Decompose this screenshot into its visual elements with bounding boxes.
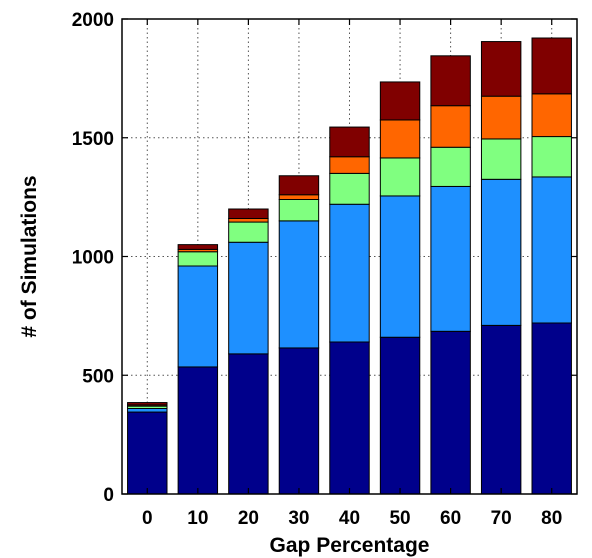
bar-segment [379, 81, 421, 121]
bar-segment [430, 55, 471, 107]
bar-segment [228, 221, 269, 243]
bar-segment [329, 203, 370, 343]
bar-segment [278, 347, 320, 495]
x-tick-label: 0 [142, 508, 153, 529]
bar-segment [430, 185, 471, 332]
bar-segment [278, 199, 320, 222]
bar-segment [430, 146, 471, 187]
x-tick-label: 20 [238, 508, 259, 529]
x-tick-label: 10 [187, 508, 208, 529]
bar-segment [329, 341, 370, 495]
bar-segment [480, 178, 522, 326]
bar-segment [480, 324, 522, 495]
bar-segment [278, 220, 320, 349]
x-tick-label: 60 [440, 508, 461, 529]
bar-segment [278, 194, 320, 200]
bar-segment [228, 353, 269, 495]
bar-segment [177, 251, 219, 267]
bar-segment [531, 136, 572, 178]
y-tick-label: 1000 [72, 248, 114, 269]
bar-segment [430, 330, 471, 495]
bar-segment [127, 411, 168, 495]
bar-segment [228, 241, 269, 355]
bar-segment [127, 402, 168, 406]
bar-segment [228, 218, 269, 223]
bar-segment [127, 408, 168, 413]
bar-segment [177, 265, 219, 368]
bar-segment [379, 119, 421, 159]
x-tick-label: 40 [339, 508, 360, 529]
bar-segment [379, 336, 421, 495]
bars-layer [127, 37, 572, 495]
bar-segment [531, 322, 572, 495]
x-axis-title: Gap Percentage [270, 534, 430, 557]
x-tick-label: 30 [288, 508, 309, 529]
bar-segment [480, 138, 522, 180]
bar-segment [531, 37, 572, 95]
bar-segment [430, 105, 471, 148]
bar-segment [531, 93, 572, 138]
bar-segment [531, 176, 572, 324]
y-tick-label: 0 [103, 485, 114, 506]
bar-segment [177, 244, 219, 250]
y-tick-label: 2000 [72, 10, 114, 31]
bar-segment [228, 208, 269, 219]
bar-segment [480, 41, 522, 97]
bar-segment [329, 172, 370, 205]
x-tick-label: 70 [491, 508, 512, 529]
bar-segment [278, 175, 320, 196]
x-tick-label: 80 [541, 508, 562, 529]
y-axis-title: # of Simulations [18, 175, 41, 337]
bar-segment [379, 195, 421, 338]
bar-segment [329, 126, 370, 158]
y-tick-label: 1500 [72, 129, 114, 150]
bar-segment [177, 366, 219, 495]
ticks-layer: 0 500 1000 1500 2000 0 10 20 30 40 50 60 70 80 [72, 10, 577, 529]
x-tick-label: 50 [389, 508, 410, 529]
bar-segment [379, 157, 421, 197]
y-tick-label: 500 [82, 366, 114, 387]
bar-segment [480, 95, 522, 140]
bar-segment [329, 156, 370, 174]
